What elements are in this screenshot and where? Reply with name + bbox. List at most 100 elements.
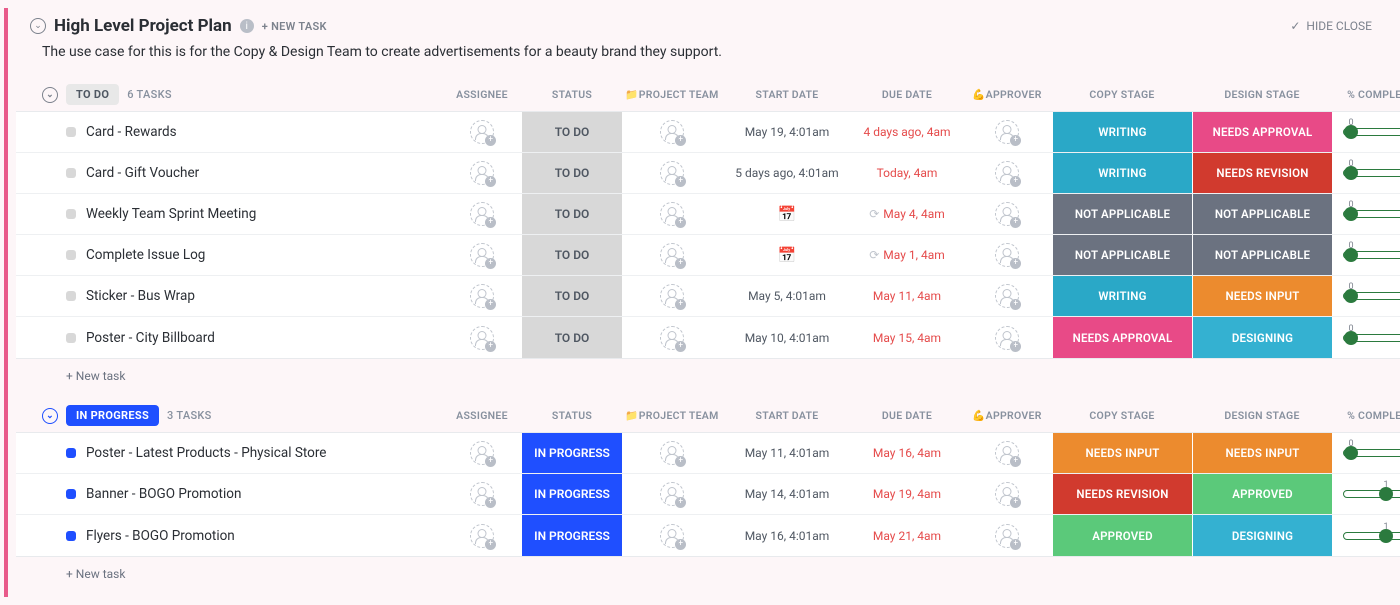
project-team-placeholder[interactable]: +	[660, 284, 684, 308]
column-header-design-stage[interactable]: DESIGN STAGE	[1192, 409, 1332, 422]
design-stage-cell[interactable]: NEEDS REVISION	[1192, 153, 1332, 193]
column-header-approver[interactable]: 💪APPROVER	[962, 409, 1052, 422]
project-team-placeholder[interactable]: +	[660, 441, 684, 465]
design-stage-cell[interactable]: NEEDS INPUT	[1192, 433, 1332, 473]
start-date-cell[interactable]: May 11, 4:01am	[722, 446, 852, 460]
copy-stage-cell[interactable]: WRITING	[1052, 276, 1192, 316]
task-row[interactable]: Poster - City Billboard+TO DO+May 10, 4:…	[16, 317, 1400, 358]
status-cell[interactable]: TO DO	[522, 153, 622, 193]
column-header-completion[interactable]: % COMPLETION	[1332, 88, 1400, 101]
approver-placeholder[interactable]: +	[995, 524, 1019, 548]
task-row[interactable]: Card - Gift Voucher + TO DO +5 days ago, 4:…	[16, 153, 1400, 194]
column-header-project-team[interactable]: 📁PROJECT TEAM	[622, 88, 722, 101]
assignee-placeholder[interactable]: +	[470, 326, 494, 350]
status-square-icon[interactable]	[66, 489, 76, 499]
progress-cell[interactable]: 0	[1332, 169, 1400, 177]
design-stage-cell[interactable]: APPROVED	[1192, 474, 1332, 514]
start-date-cell[interactable]: 📅	[722, 246, 852, 264]
column-header-due-date[interactable]: DUE DATE	[852, 409, 962, 422]
column-header-project-team[interactable]: 📁PROJECT TEAM	[622, 409, 722, 422]
start-date-cell[interactable]: May 19, 4:01am	[722, 125, 852, 139]
column-header-assignee[interactable]: ASSIGNEE	[442, 409, 522, 422]
copy-stage-cell[interactable]: APPROVED	[1052, 515, 1192, 556]
design-stage-cell[interactable]: NEEDS INPUT	[1192, 276, 1332, 316]
approver-placeholder[interactable]: +	[995, 161, 1019, 185]
start-date-cell[interactable]: May 5, 4:01am	[722, 289, 852, 303]
collapse-group-icon[interactable]: ⌄	[42, 87, 58, 103]
progress-cell[interactable]: 0	[1332, 210, 1400, 218]
assignee-placeholder[interactable]: +	[470, 524, 494, 548]
status-square-icon[interactable]	[66, 531, 76, 541]
assignee-placeholder[interactable]: +	[470, 243, 494, 267]
project-team-placeholder[interactable]: +	[660, 243, 684, 267]
start-date-cell[interactable]: 5 days ago, 4:01am	[722, 166, 852, 180]
task-row[interactable]: Flyers - BOGO Promotion + IN PROGRESS + May …	[16, 515, 1400, 556]
status-square-icon[interactable]	[66, 209, 76, 219]
column-header-status[interactable]: STATUS	[522, 409, 622, 422]
task-row[interactable]: Weekly Team Sprint Meeting+TO DO+📅⟳May 4…	[16, 194, 1400, 235]
project-team-placeholder[interactable]: +	[660, 326, 684, 350]
task-name[interactable]: Complete Issue Log	[86, 247, 205, 263]
approver-placeholder[interactable]: +	[995, 441, 1019, 465]
assignee-placeholder[interactable]: +	[470, 284, 494, 308]
new-task-button[interactable]: + NEW TASK	[262, 20, 327, 33]
task-row[interactable]: Card - Rewards + TO DO + May 19, 4:01am4 day…	[16, 112, 1400, 153]
new-task-row[interactable]: + New task	[16, 359, 1400, 389]
task-name[interactable]: Card - Rewards	[86, 124, 177, 140]
column-header-status[interactable]: STATUS	[522, 88, 622, 101]
due-date-cell[interactable]: ⟳May 4, 4am	[852, 207, 962, 221]
design-stage-cell[interactable]: NOT APPLICABLE	[1192, 235, 1332, 275]
project-team-placeholder[interactable]: +	[660, 161, 684, 185]
due-date-cell[interactable]: ⟳May 1, 4am	[852, 248, 962, 262]
hide-closed-toggle[interactable]: ✓ HIDE CLOSE	[1290, 19, 1386, 33]
task-name[interactable]: Poster - City Billboard	[86, 330, 215, 346]
due-date-cell[interactable]: May 21, 4am	[852, 529, 962, 543]
assignee-placeholder[interactable]: +	[470, 202, 494, 226]
project-team-placeholder[interactable]: +	[660, 120, 684, 144]
status-cell[interactable]: IN PROGRESS	[522, 433, 622, 473]
copy-stage-cell[interactable]: NEEDS INPUT	[1052, 433, 1192, 473]
project-team-placeholder[interactable]: +	[660, 524, 684, 548]
approver-placeholder[interactable]: +	[995, 482, 1019, 506]
collapse-list-icon[interactable]: ⌄	[30, 18, 46, 34]
task-name[interactable]: Weekly Team Sprint Meeting	[86, 206, 256, 222]
copy-stage-cell[interactable]: NOT APPLICABLE	[1052, 235, 1192, 275]
column-header-assignee[interactable]: ASSIGNEE	[442, 88, 522, 101]
due-date-cell[interactable]: 4 days ago, 4am	[852, 125, 962, 139]
copy-stage-cell[interactable]: WRITING	[1052, 153, 1192, 193]
progress-cell[interactable]: 1	[1332, 490, 1400, 498]
status-cell[interactable]: TO DO	[522, 112, 622, 152]
due-date-cell[interactable]: May 15, 4am	[852, 331, 962, 345]
assignee-placeholder[interactable]: +	[470, 120, 494, 144]
status-square-icon[interactable]	[66, 448, 76, 458]
column-header-start-date[interactable]: START DATE	[722, 409, 852, 422]
progress-cell[interactable]: 0	[1332, 128, 1400, 136]
column-header-design-stage[interactable]: DESIGN STAGE	[1192, 88, 1332, 101]
copy-stage-cell[interactable]: NEEDS REVISION	[1052, 474, 1192, 514]
due-date-cell[interactable]: May 11, 4am	[852, 289, 962, 303]
status-cell[interactable]: TO DO	[522, 276, 622, 316]
progress-cell[interactable]: 0	[1332, 334, 1400, 342]
design-stage-cell[interactable]: NOT APPLICABLE	[1192, 194, 1332, 234]
column-header-copy-stage[interactable]: COPY STAGE	[1052, 88, 1192, 101]
assignee-placeholder[interactable]: +	[470, 161, 494, 185]
column-header-due-date[interactable]: DUE DATE	[852, 88, 962, 101]
design-stage-cell[interactable]: NEEDS APPROVAL	[1192, 112, 1332, 152]
progress-cell[interactable]: 0	[1332, 251, 1400, 259]
group-status-pill[interactable]: TO DO	[66, 84, 119, 105]
status-cell[interactable]: TO DO	[522, 317, 622, 358]
task-name[interactable]: Poster - Latest Products - Physical Stor…	[86, 445, 326, 461]
task-name[interactable]: Card - Gift Voucher	[86, 165, 199, 181]
project-team-placeholder[interactable]: +	[660, 482, 684, 506]
due-date-cell[interactable]: May 19, 4am	[852, 487, 962, 501]
new-task-row[interactable]: + New task	[16, 557, 1400, 587]
start-date-cell[interactable]: 📅	[722, 205, 852, 223]
due-date-cell[interactable]: Today, 4am	[852, 166, 962, 180]
copy-stage-cell[interactable]: WRITING	[1052, 112, 1192, 152]
status-square-icon[interactable]	[66, 333, 76, 343]
approver-placeholder[interactable]: +	[995, 284, 1019, 308]
task-row[interactable]: Banner - BOGO Promotion+IN PROGRESS+May …	[16, 474, 1400, 515]
task-name[interactable]: Flyers - BOGO Promotion	[86, 528, 235, 544]
copy-stage-cell[interactable]: NOT APPLICABLE	[1052, 194, 1192, 234]
status-cell[interactable]: IN PROGRESS	[522, 515, 622, 556]
